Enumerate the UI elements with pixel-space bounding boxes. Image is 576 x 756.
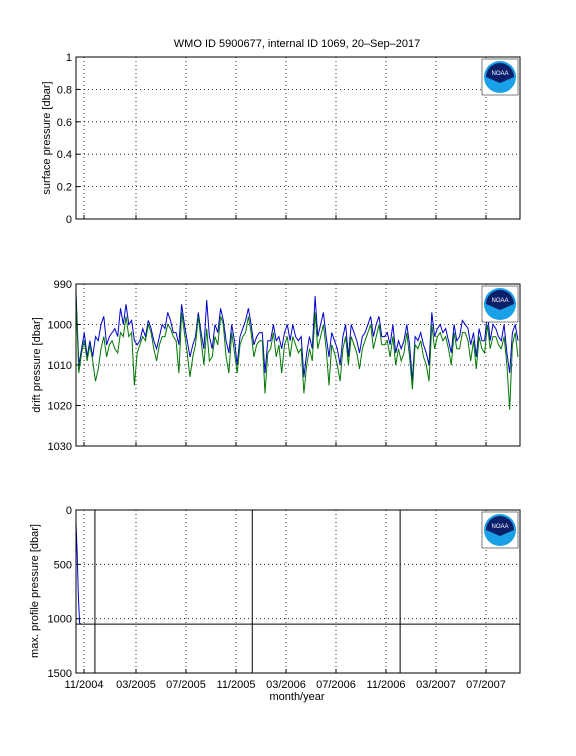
noaa-logo-2: NOAA <box>481 285 519 323</box>
y-axis-label-2: drift pressure [dbar] <box>31 317 43 412</box>
plot-frame-2 <box>75 283 521 447</box>
x-tick-label: 03/2006 <box>266 679 306 691</box>
noaa-logo-text: NOAA <box>491 298 508 304</box>
x-tick-label: 11/2006 <box>367 679 406 691</box>
y-tick-label: 1500 <box>48 668 72 680</box>
series-line-1 <box>75 522 82 625</box>
y-tick-label: 0 <box>66 505 72 517</box>
grid-panel-3 <box>76 510 520 673</box>
plot-frame-3 <box>75 509 521 674</box>
noaa-logo-text: NOAA <box>491 524 508 530</box>
plot-frame-1 <box>75 56 521 220</box>
x-tick-label: 03/2007 <box>416 679 456 691</box>
x-tick-label: 11/2004 <box>65 679 104 691</box>
x-ticks-panel-3: 11/2004 03/2005 07/2005 11/2005 03/2006 07/20… <box>65 669 506 691</box>
y-axis-label-3: max. profile pressure [dbar] <box>29 524 41 658</box>
noaa-logo-3: NOAA <box>481 511 519 549</box>
grid-panel-2 <box>76 284 520 446</box>
x-ticks-panel-2 <box>83 442 487 446</box>
series-panel-2 <box>75 292 519 410</box>
x-axis-label: month/year <box>269 691 324 703</box>
y-tick-label: 1030 <box>48 441 72 453</box>
y-ticks-panel-3: 0 500 1000 1500 <box>48 505 80 680</box>
y-tick-label: 1020 <box>48 401 72 413</box>
x-tick-label: 07/2006 <box>316 679 356 691</box>
y-tick-label: 0.6 <box>57 117 72 129</box>
panel-drift-pressure: 990 1000 1010 1020 1030 drift pressure [dbar… <box>31 279 521 453</box>
y-tick-label: 500 <box>54 559 72 571</box>
y-ticks-panel-1: 0 0.2 0.4 0.6 0.8 1 <box>57 52 80 226</box>
y-tick-label: 0.2 <box>57 182 72 194</box>
y-tick-label: 1010 <box>48 360 72 372</box>
x-ticks-panel-1 <box>83 215 487 219</box>
panel-surface-pressure: 0 0.2 0.4 0.6 0.8 1 surface pressure [dbar] N… <box>41 52 521 226</box>
x-tick-label: 07/2007 <box>466 679 506 691</box>
noaa-logo-1: NOAA <box>481 58 519 96</box>
y-tick-label: 1000 <box>48 320 72 332</box>
x-tick-label: 11/2005 <box>217 679 256 691</box>
x-tick-label: 03/2005 <box>116 679 156 691</box>
y-tick-label: 0.4 <box>57 149 72 161</box>
chart-title: WMO ID 5900677, internal ID 1069, 20–Sep… <box>174 38 420 50</box>
y-tick-label: 1000 <box>48 614 72 626</box>
y-tick-label: 0 <box>66 214 72 226</box>
y-tick-label: 1 <box>66 52 72 64</box>
series-line-1 <box>75 292 519 382</box>
series-panel-3 <box>75 510 520 673</box>
y-axis-label-1: surface pressure [dbar] <box>41 81 53 194</box>
x-tick-label: 07/2005 <box>166 679 206 691</box>
y-ticks-panel-2: 990 1000 1010 1020 1030 <box>48 279 80 453</box>
y-tick-label: 990 <box>54 279 72 291</box>
y-tick-label: 0.8 <box>57 84 72 96</box>
noaa-logo-text: NOAA <box>491 71 508 77</box>
grid-panel-1 <box>76 57 520 219</box>
series-line-2 <box>75 296 519 410</box>
